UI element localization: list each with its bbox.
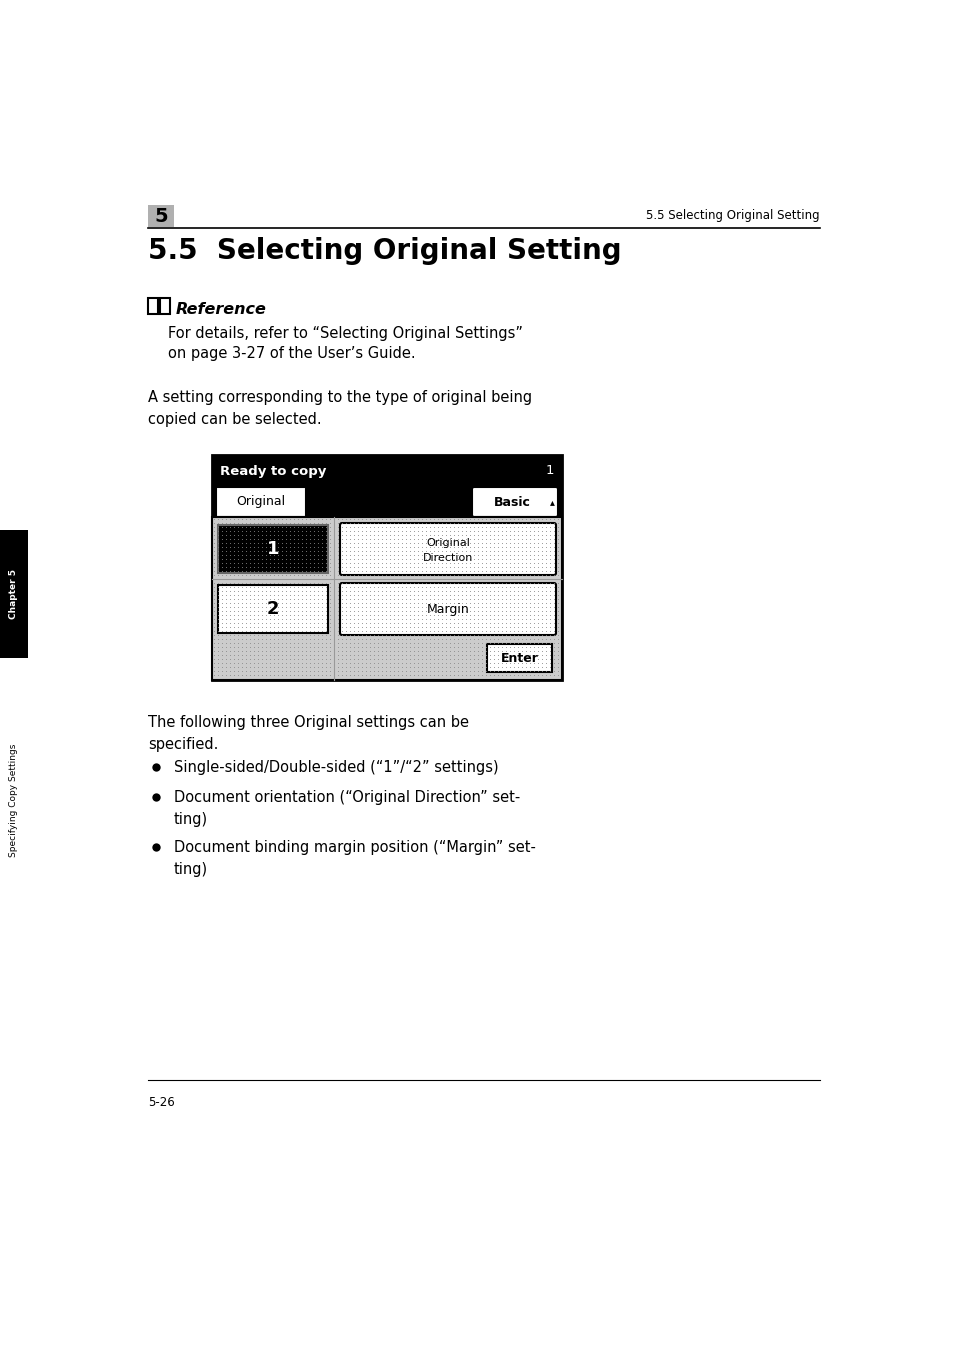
FancyBboxPatch shape (339, 584, 556, 635)
Text: 1: 1 (267, 540, 279, 558)
Text: Ready to copy: Ready to copy (220, 465, 326, 477)
Text: 5.5 Selecting Original Setting: 5.5 Selecting Original Setting (646, 209, 820, 223)
Text: Direction: Direction (422, 553, 473, 563)
Text: Reference: Reference (175, 303, 267, 317)
Text: Margin: Margin (426, 603, 469, 616)
Text: Single-sided/Double-sided (“1”/“2” settings): Single-sided/Double-sided (“1”/“2” setti… (173, 761, 498, 775)
Text: Original: Original (236, 496, 285, 508)
Text: A setting corresponding to the type of original being: A setting corresponding to the type of o… (148, 390, 532, 405)
Text: Enter: Enter (500, 651, 537, 665)
Text: 2: 2 (267, 600, 279, 617)
Text: on page 3-27 of the User’s Guide.: on page 3-27 of the User’s Guide. (168, 346, 416, 361)
Bar (218, 585, 328, 634)
Bar (160, 299, 170, 313)
Text: Specifying Copy Settings: Specifying Copy Settings (10, 743, 18, 857)
Bar (148, 205, 173, 227)
Text: The following three Original settings can be: The following three Original settings ca… (148, 715, 469, 730)
Text: 5-26: 5-26 (148, 1096, 174, 1109)
Text: 5.5  Selecting Original Setting: 5.5 Selecting Original Setting (148, 236, 621, 265)
FancyBboxPatch shape (339, 523, 556, 576)
Text: Chapter 5: Chapter 5 (10, 569, 18, 619)
Bar (486, 644, 552, 671)
Text: Original: Original (426, 538, 470, 549)
Text: ting): ting) (173, 862, 208, 877)
Bar (148, 299, 158, 313)
Bar (218, 526, 328, 573)
Text: 1: 1 (545, 465, 554, 477)
FancyBboxPatch shape (472, 486, 558, 517)
Text: 5: 5 (154, 207, 168, 226)
Bar (0, 530, 28, 658)
Text: ting): ting) (173, 812, 208, 827)
Text: copied can be selected.: copied can be selected. (148, 412, 321, 427)
Text: Document orientation (“Original Direction” set-: Document orientation (“Original Directio… (173, 790, 519, 805)
Text: specified.: specified. (148, 738, 218, 753)
Text: ▴: ▴ (549, 497, 554, 507)
Bar (212, 517, 561, 680)
Bar (212, 455, 561, 680)
Text: Basic: Basic (493, 496, 530, 508)
Bar (215, 486, 306, 517)
Text: For details, refer to “Selecting Original Settings”: For details, refer to “Selecting Origina… (168, 326, 522, 340)
Bar (212, 517, 561, 680)
Text: Document binding margin position (“Margin” set-: Document binding margin position (“Margi… (173, 840, 536, 855)
